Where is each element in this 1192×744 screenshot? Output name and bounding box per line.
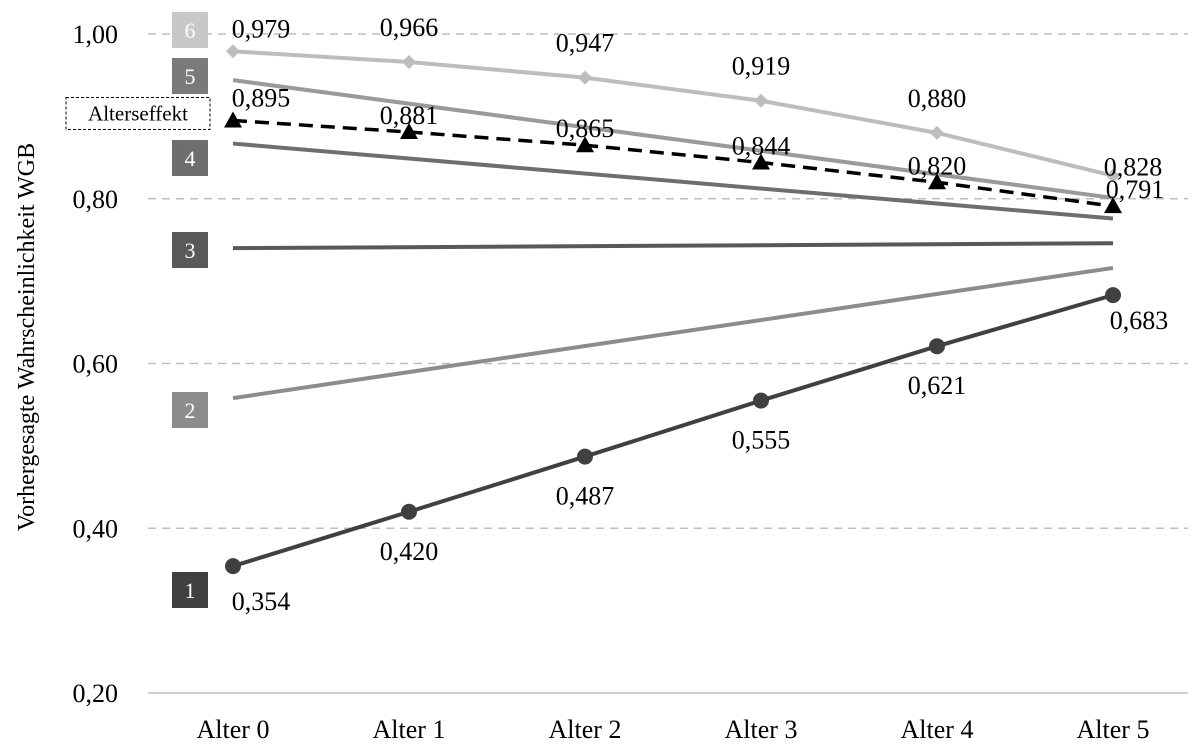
marker-diamond [578, 70, 592, 85]
series-tag-label: Alterseffekt [88, 101, 188, 125]
data-label: 0,966 [380, 13, 439, 42]
axes: 0,20 0,40 0,60 0,80 1,00 Alter 0 Alter 1 Alter … [73, 20, 1150, 744]
x-tick-label: Alter 1 [373, 715, 446, 744]
marker-diamond [1106, 168, 1120, 183]
data-label: 0,828 [1104, 153, 1163, 182]
marker-diamond [754, 93, 768, 108]
series-lines [224, 44, 1122, 575]
x-tick-label: Alter 4 [901, 715, 974, 744]
marker-triangle [576, 136, 594, 153]
data-label: 0,880 [908, 84, 967, 113]
series-tag-box [172, 392, 208, 428]
data-label: 0,895 [232, 83, 291, 112]
series-tag-label: 6 [185, 18, 196, 43]
series-line-Alterseffekt [232, 118, 1114, 208]
data-label: 0,844 [732, 132, 791, 161]
y-tick-label: 0,60 [73, 350, 119, 379]
series-tag-label: 5 [185, 64, 196, 89]
marker-circle [401, 503, 417, 520]
marker-circle [753, 392, 769, 409]
marker-diamond [930, 125, 944, 140]
marker-circle [225, 558, 241, 575]
data-label: 0,683 [1110, 306, 1169, 335]
series-tag-label: 1 [185, 578, 196, 603]
data-label: 0,354 [232, 587, 291, 616]
series-tag-label: 3 [185, 238, 196, 263]
data-label: 0,881 [380, 101, 439, 130]
series-tag-box [172, 58, 208, 94]
data-label: 0,791 [1106, 175, 1165, 204]
series-line-6 [232, 49, 1114, 178]
data-label: 0,865 [556, 114, 615, 143]
marker-diamond [226, 44, 240, 59]
series-line-4 [232, 141, 1114, 221]
data-label: 0,979 [232, 14, 291, 43]
marker-triangle [400, 123, 418, 140]
y-tick-label: 0,40 [73, 514, 119, 543]
series-tag-box [172, 12, 208, 48]
x-tick-label: Alter 5 [1077, 715, 1150, 744]
data-label: 0,820 [908, 151, 967, 180]
y-axis-title: Vorhergesagte Wahrscheinlichkeit WGB [14, 143, 40, 531]
marker-circle [577, 448, 593, 465]
series-line-5 [232, 78, 1114, 200]
data-label: 0,947 [556, 29, 615, 58]
series-line-2 [232, 265, 1114, 401]
series-line-1 [232, 293, 1114, 569]
series-tag-box [65, 96, 211, 130]
marker-triangle [224, 111, 242, 128]
series-tag-box [172, 140, 208, 176]
marker-circle [929, 338, 945, 355]
data-labels: 0,354 0,420 0,487 0,555 0,621 0,683 0,979 0,966… [232, 13, 1169, 616]
x-tick-label: Alter 3 [725, 715, 798, 744]
gridlines [148, 33, 1188, 694]
series-line-3 [232, 241, 1114, 251]
marker-diamond [402, 55, 416, 70]
series-tag-label: 2 [185, 398, 196, 423]
x-tick-label: Alter 0 [197, 715, 270, 744]
marker-circle [1105, 287, 1121, 304]
data-label: 0,420 [380, 537, 439, 566]
data-label: 0,621 [908, 371, 967, 400]
series-tag-box [172, 232, 208, 268]
marker-triangle [1104, 197, 1122, 214]
series-tags: 1 2 3 4 5 6 Alterseffekt [65, 12, 211, 608]
data-label: 0,919 [732, 52, 791, 81]
marker-triangle [752, 153, 770, 170]
data-label: 0,487 [556, 482, 615, 511]
series-tag-box [172, 572, 208, 608]
x-tick-label: Alter 2 [549, 715, 622, 744]
y-tick-label: 0,20 [73, 679, 119, 708]
data-label: 0,555 [732, 426, 791, 455]
y-tick-label: 1,00 [73, 20, 119, 49]
y-tick-label: 0,80 [73, 185, 119, 214]
series-tag-label: 4 [185, 146, 196, 171]
marker-triangle [928, 173, 946, 190]
